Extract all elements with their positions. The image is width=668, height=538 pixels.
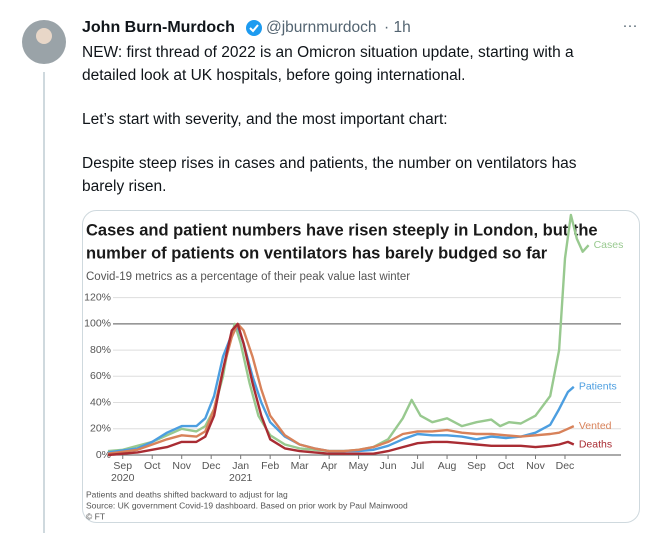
author-name[interactable]: John Burn-Murdoch [82,19,235,36]
x-tick-label: Oct [144,460,160,472]
series-label: Vented [579,420,612,432]
y-tick-label: 80% [90,344,111,356]
chart-title: number of patients on ventilators has ba… [86,244,548,262]
x-tick-label: Feb [261,460,279,472]
verified-badge [246,20,262,36]
x-year-label: 2021 [229,472,253,484]
x-tick-label: Dec [556,460,575,472]
tweet-text: detailed look at UK hospitals, before go… [82,67,465,84]
avatar-face [36,28,52,44]
y-tick-label: 60% [90,370,111,382]
series-line [107,322,575,455]
chart-note: Source: UK government Covid-19 dashboard… [86,500,408,510]
y-tick-label: 20% [90,423,111,435]
tweet-text: Let’s start with severity, and the most … [82,111,448,128]
tweet-text: NEW: first thread of 2022 is an Omicron … [82,44,574,61]
tweet-text: barely risen. [82,178,166,195]
x-year-label: 2020 [111,472,135,484]
tweet-text: Despite steep rises in cases and patient… [82,155,577,172]
media-card[interactable] [82,210,640,523]
more-button[interactable]: ··· [623,17,638,34]
y-tick-label: 0% [96,449,111,461]
x-tick-label: Nov [172,460,191,472]
chart-note: Patients and deaths shifted backward to … [86,489,288,499]
series-line [107,322,575,457]
x-tick-label: Aug [438,460,457,472]
chart-title: Cases and patient numbers have risen ste… [86,221,598,239]
x-tick-label: Dec [202,460,221,472]
x-tick-label: Jan [232,460,249,472]
x-tick-label: Sep [113,460,132,472]
x-tick-label: Nov [526,460,545,472]
x-tick-label: Mar [291,460,310,472]
x-tick-label: Apr [321,460,338,472]
x-tick-label: Oct [498,460,514,472]
series-label: Patients [579,381,617,393]
y-tick-label: 100% [84,318,111,330]
series-label: Deaths [579,438,612,450]
chart-note: © FT [86,511,105,521]
handle[interactable]: @jburnmurdoch [266,19,377,36]
y-tick-label: 40% [90,396,111,408]
x-tick-label: Sep [467,460,486,472]
y-tick-label: 120% [84,291,111,303]
x-tick-label: Jun [380,460,397,472]
x-tick-label: Jul [411,460,424,472]
verified-check [249,24,259,33]
x-tick-label: May [349,460,370,472]
chart-subtitle: Covid-19 metrics as a percentage of thei… [86,271,410,283]
timestamp[interactable]: · 1h [384,19,411,36]
series-label: Cases [594,239,624,251]
